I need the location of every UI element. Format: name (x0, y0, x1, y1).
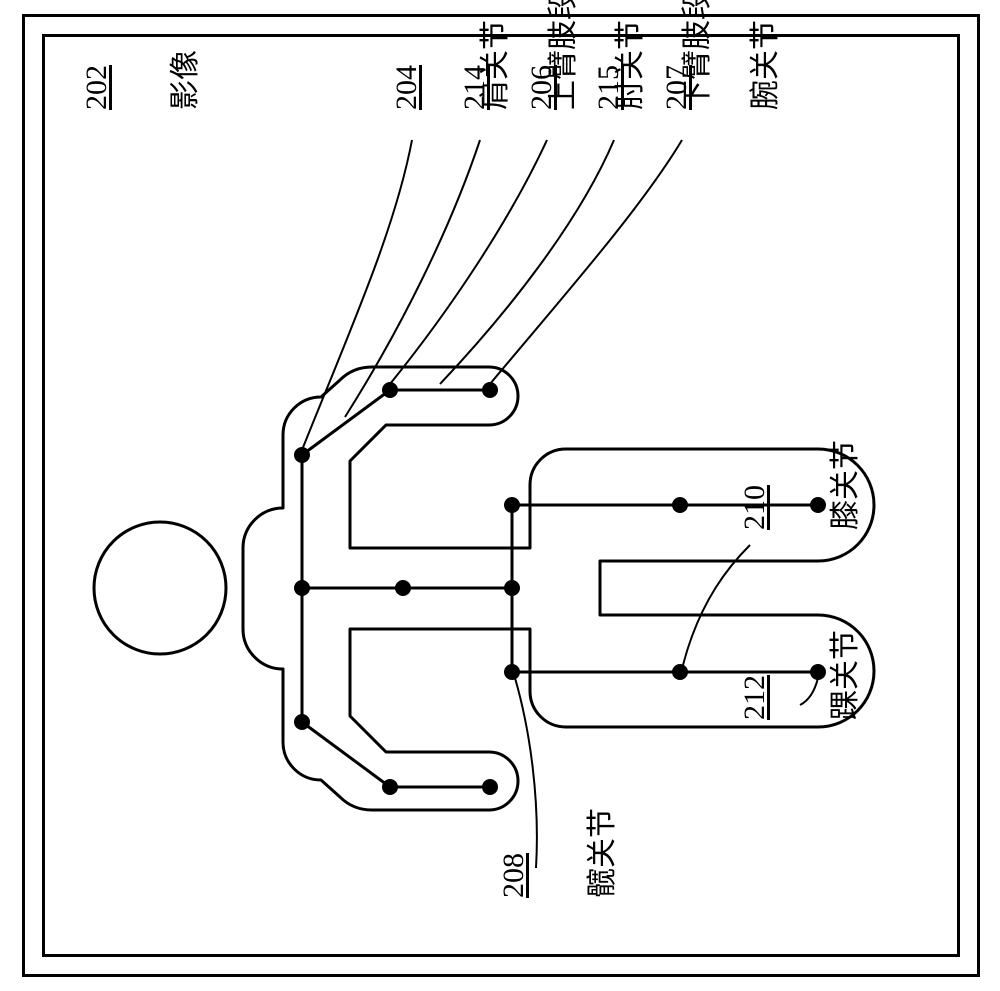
label-214-num: 214 (458, 65, 492, 110)
label-207-num: 207 (660, 65, 694, 110)
label-215-num-span: 215 (592, 65, 625, 110)
label-215-num: 215 (592, 65, 626, 110)
label-210-num-span: 210 (738, 485, 771, 530)
label-208-num: 208 (497, 853, 531, 898)
label-212-num: 212 (738, 675, 772, 720)
label-208-text: 髋关节 (577, 808, 621, 898)
label-207-text: 腕关节 (740, 20, 784, 110)
label-206-num: 206 (525, 65, 559, 110)
label-204-num-span: 204 (390, 65, 423, 110)
label-207-num-span: 207 (660, 65, 693, 110)
label-210-text: 膝关节 (820, 440, 864, 530)
label-210-num: 210 (738, 485, 772, 530)
label-208-num-span: 208 (497, 853, 530, 898)
label-206-num-span: 206 (525, 65, 558, 110)
label-214-num-span: 214 (458, 65, 491, 110)
label-212-text: 踝关节 (820, 630, 864, 720)
label-212-num-span: 212 (738, 675, 771, 720)
label-204-num: 204 (390, 65, 424, 110)
